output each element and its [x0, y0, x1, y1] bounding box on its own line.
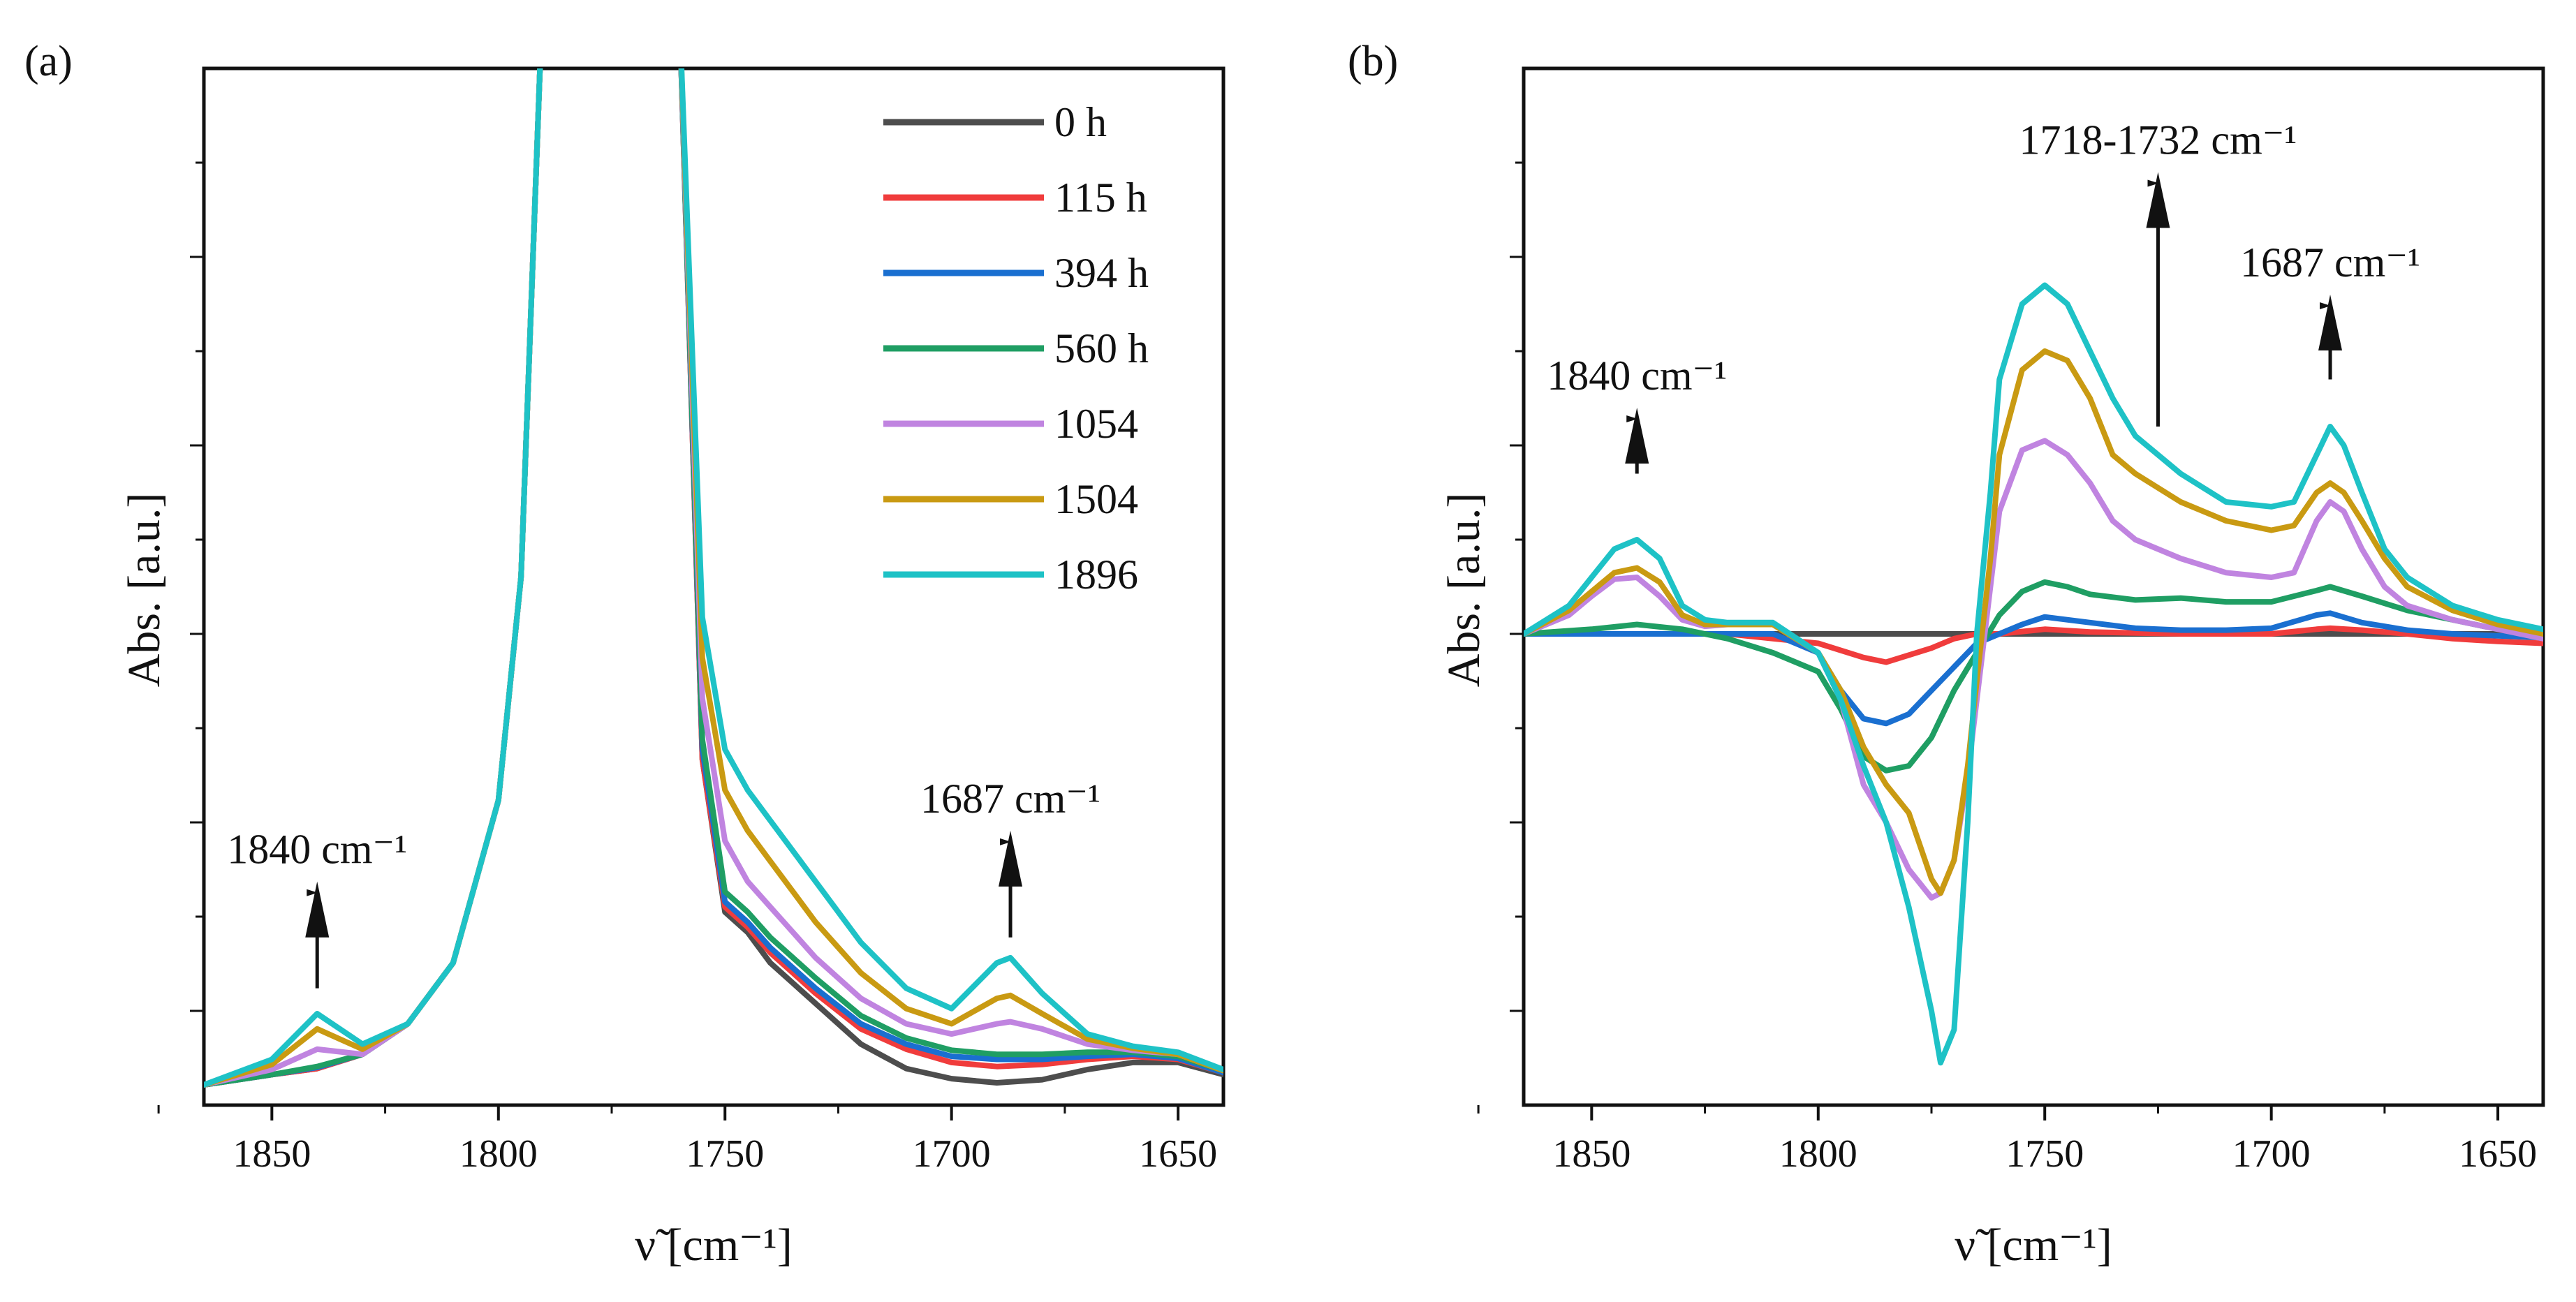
panel-b-label: (b) — [1348, 38, 1398, 85]
annotation-arrowhead — [999, 830, 1023, 887]
panel-b-annotations: 1840 cm⁻¹ 1718-1732 cm⁻¹ 1687 cm⁻¹ — [1547, 117, 2420, 474]
panel-b-axes-frame — [1522, 66, 2545, 1107]
legend-entry: 1054 — [1054, 401, 1138, 447]
annotation-label: 1687 cm⁻¹ — [2240, 239, 2420, 286]
legend-entry: 1504 — [1054, 476, 1138, 522]
panel-b-series-group — [1524, 282, 2543, 1066]
annotation-label: 1718-1732 cm⁻¹ — [2019, 117, 2297, 163]
panel-b-x-axis-label: ν̃ [cm⁻¹] — [1955, 1220, 2112, 1271]
panel-a-label: (a) — [24, 38, 73, 85]
panel-b-y-axis-label: Abs. [a.u.] — [1438, 493, 1489, 688]
series-line-1504 — [1524, 348, 2543, 896]
x-tick-label: 1750 — [2005, 1132, 2084, 1176]
series-line-1504 — [204, 68, 1223, 1088]
annotation-label: 1840 cm⁻¹ — [227, 827, 407, 873]
panel-a-x-axis-label: ν̃ [cm⁻¹] — [635, 1220, 793, 1271]
series-line-560h — [1524, 579, 2543, 774]
x-tick-label: 1700 — [913, 1132, 991, 1176]
legend-entry: 394 h — [1054, 250, 1149, 296]
x-tick-label: 1650 — [1139, 1132, 1217, 1176]
x-tick-label: 1850 — [1552, 1132, 1631, 1176]
series-line-1054 — [204, 68, 1223, 1088]
series-line-394h — [1524, 610, 2543, 727]
annotation-label: 1840 cm⁻¹ — [1547, 353, 1727, 399]
annotation-arrowhead — [305, 881, 330, 938]
annotation-label: 1687 cm⁻¹ — [920, 776, 1101, 822]
series-line-1896 — [204, 68, 1223, 1088]
x-tick-label: 1650 — [2459, 1132, 2537, 1176]
series-line-394h — [204, 68, 1223, 1088]
x-tick-label: 1850 — [233, 1132, 311, 1176]
panel-a-legend: 0 h 115 h 394 h 560 h 1054 1504 1896 — [883, 99, 1149, 598]
legend-entry: 560 h — [1054, 325, 1149, 371]
annotation-arrowhead — [1625, 408, 1649, 464]
series-line-1896 — [1524, 282, 2543, 1066]
panel-b: (b) 1850 1800 1750 1700 1650 1840 cm⁻¹ 1718-1… — [1348, 38, 2545, 1271]
panel-a-y-axis-label: Abs. [a.u.] — [119, 493, 170, 688]
panel-a-axes-frame — [202, 66, 1226, 1107]
series-line-0h — [204, 68, 1223, 1088]
x-tick-label: 1800 — [459, 1132, 538, 1176]
panel-a-annotations: 1840 cm⁻¹ 1687 cm⁻¹ — [227, 776, 1101, 989]
x-tick-label: 1800 — [1779, 1132, 1857, 1176]
series-line-560h — [204, 68, 1223, 1088]
legend-entry: 115 h — [1054, 175, 1147, 221]
annotation-arrowhead — [2146, 172, 2170, 228]
panel-a: (a) 1850 1800 1750 1700 1650 0 h 115 h 394 h 56… — [24, 38, 1226, 1271]
series-line-1054 — [1524, 438, 2543, 901]
panel-a-ticks: 1850 1800 1750 1700 1650 — [157, 161, 1217, 1176]
legend-entry: 0 h — [1054, 99, 1107, 145]
legend-entry: 1896 — [1054, 552, 1138, 598]
x-tick-label: 1700 — [2232, 1132, 2311, 1176]
series-line-115h — [204, 68, 1223, 1088]
x-tick-label: 1750 — [686, 1132, 764, 1176]
series-line-115h — [1524, 625, 2543, 665]
annotation-arrowhead — [2318, 295, 2343, 350]
panel-a-series-group — [204, 68, 1223, 1088]
panel-b-ticks: 1850 1800 1750 1700 1650 — [1477, 161, 2537, 1176]
